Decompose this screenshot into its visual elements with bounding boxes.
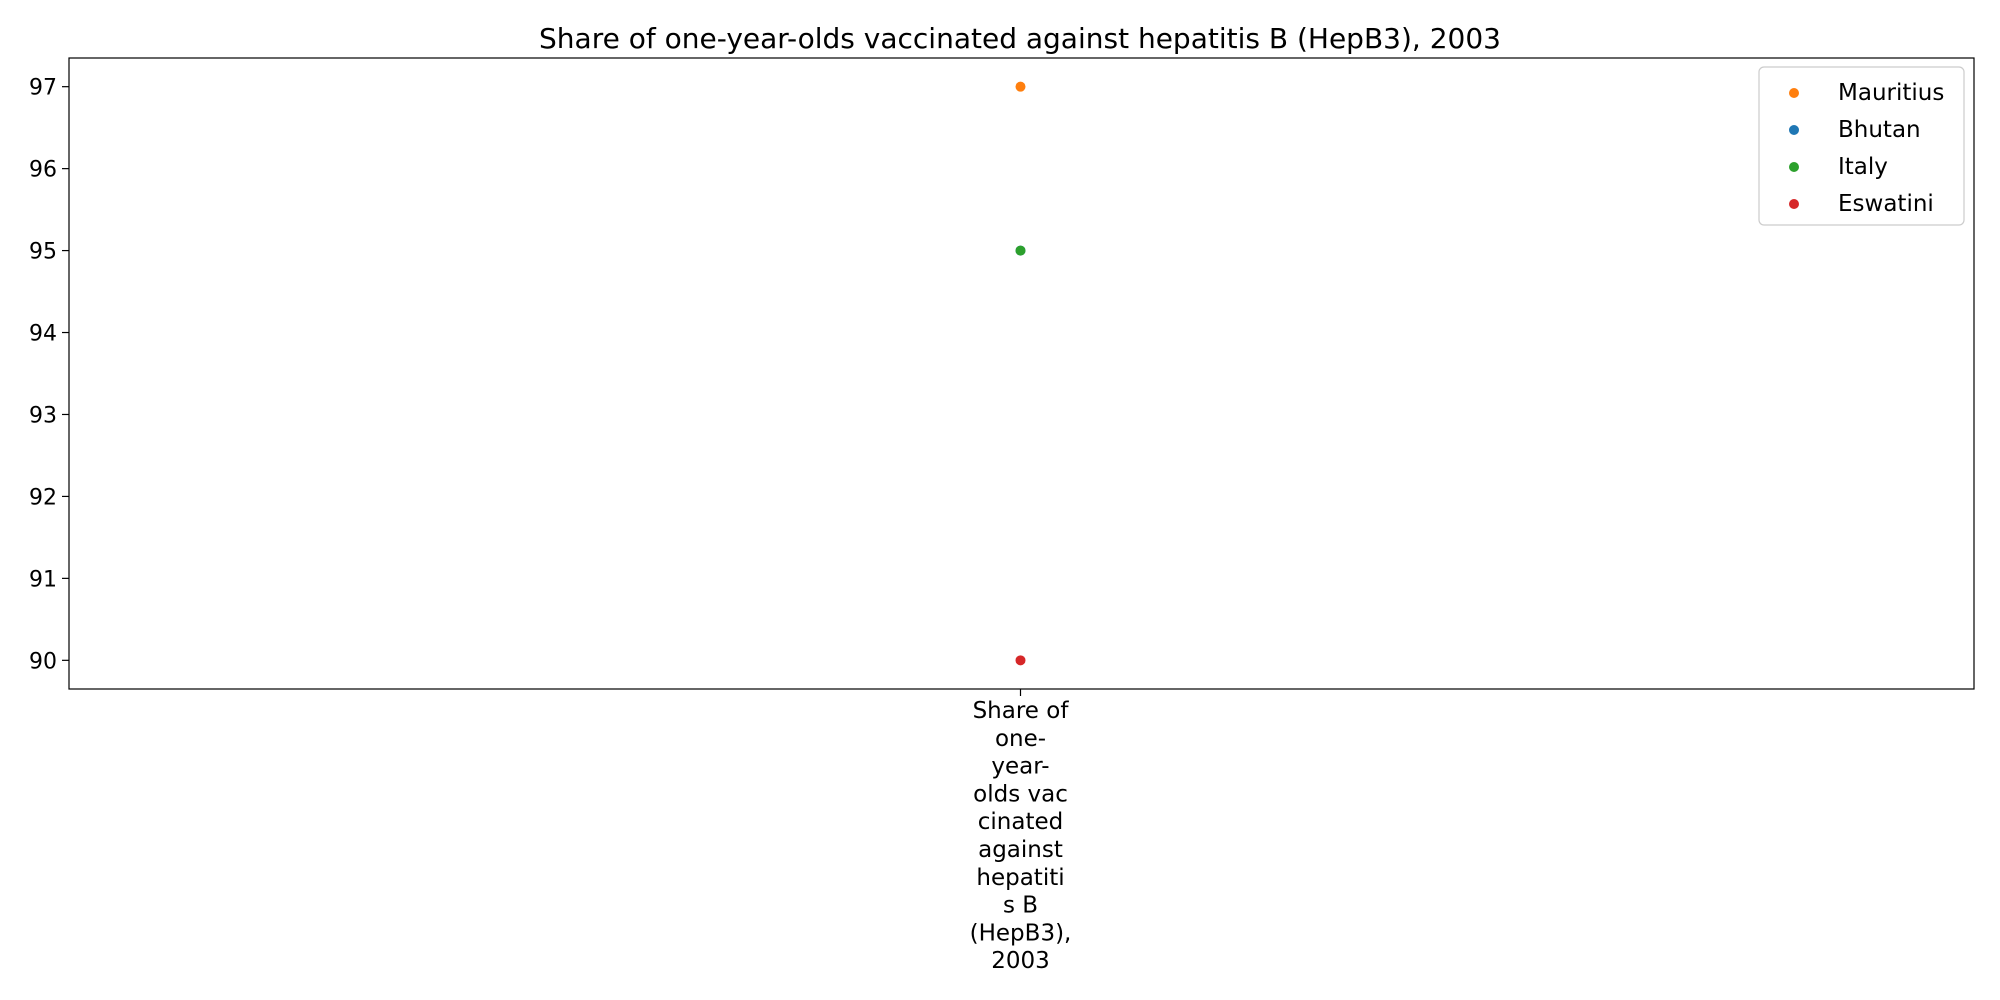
legend: Mauritius Bhutan Italy Eswatini — [1759, 67, 1964, 225]
x-tick-label-line: cinated — [978, 809, 1063, 835]
y-tick-label: 93 — [29, 403, 57, 428]
legend-marker-eswatini — [1789, 199, 1799, 209]
legend-marker-italy — [1789, 162, 1799, 172]
x-tick-label-line: olds vac — [973, 781, 1068, 807]
legend-label-bhutan: Bhutan — [1838, 117, 1921, 143]
data-point-mauritius — [1016, 82, 1026, 92]
x-tick-label-line: (HepB3), — [970, 920, 1072, 946]
y-tick-label: 96 — [29, 158, 57, 183]
x-axis: Share of one-year-olds vac cinated against h… — [970, 689, 1072, 974]
x-tick-label-line: against — [978, 837, 1063, 863]
legend-marker-bhutan — [1789, 125, 1799, 135]
y-axis: 90 91 92 93 94 95 96 97 — [29, 76, 69, 675]
legend-marker-mauritius — [1789, 88, 1799, 98]
y-tick-label: 92 — [29, 485, 57, 510]
y-tick-label: 95 — [29, 240, 57, 265]
plot-area — [69, 58, 1974, 689]
x-tick-label-line: 2003 — [991, 948, 1050, 974]
x-tick-label-line: year- — [991, 754, 1049, 780]
y-tick-label: 97 — [29, 76, 57, 101]
y-tick-label: 91 — [29, 567, 57, 592]
x-tick-label: Share of one-year-olds vac cinated against h… — [970, 698, 1072, 974]
data-point-italy — [1016, 246, 1026, 256]
data-points — [1016, 82, 1026, 666]
y-tick-label: 94 — [29, 322, 57, 347]
x-tick-label-line: hepatiti — [976, 865, 1064, 891]
x-tick-label-line: s B — [1003, 893, 1038, 919]
x-tick-label-line: Share of — [973, 698, 1070, 724]
y-tick-label: 90 — [29, 649, 57, 674]
legend-label-italy: Italy — [1838, 154, 1888, 180]
legend-label-eswatini: Eswatini — [1838, 191, 1934, 217]
legend-label-mauritius: Mauritius — [1838, 80, 1944, 106]
chart-title: Share of one-year-olds vaccinated agains… — [539, 22, 1501, 55]
x-tick-label-line: one- — [995, 726, 1046, 752]
data-point-eswatini — [1016, 655, 1026, 665]
